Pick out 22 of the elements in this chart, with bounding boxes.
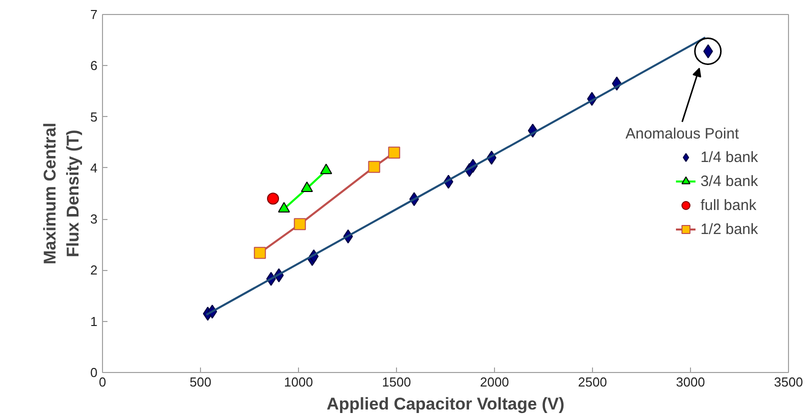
legend-label: 1/2 bank bbox=[700, 220, 758, 238]
x-tick-label: 500 bbox=[190, 374, 212, 390]
y-tick-label: 6 bbox=[90, 58, 98, 74]
y-tick-label: 7 bbox=[90, 7, 98, 22]
y-tick-label: 3 bbox=[90, 212, 98, 227]
y-tick-label: 5 bbox=[90, 109, 98, 124]
y-tick-label: 4 bbox=[90, 160, 98, 176]
x-tick-label: 1500 bbox=[382, 374, 411, 390]
y-tick-label: 0 bbox=[90, 365, 98, 380]
legend-label: 3/4 bank bbox=[700, 172, 758, 190]
x-tick-label: 1000 bbox=[284, 374, 313, 390]
x-tick-label: 3500 bbox=[774, 374, 803, 390]
x-tick-label: 2500 bbox=[578, 374, 607, 390]
legend-label: 1/4 bank bbox=[700, 148, 758, 166]
y-tick-label: 1 bbox=[90, 314, 98, 329]
y-tick-label: 2 bbox=[90, 262, 98, 278]
annotation: Anomalous Point bbox=[625, 125, 740, 142]
x-tick-label: 2000 bbox=[480, 374, 509, 390]
x-axis-title: Applied Capacitor Voltage (V) bbox=[326, 394, 564, 414]
y-axis-title: Maximum Central Flux Density (T) bbox=[40, 122, 82, 264]
legend-label: full bank bbox=[700, 196, 756, 214]
x-tick-label: 3000 bbox=[676, 374, 705, 390]
